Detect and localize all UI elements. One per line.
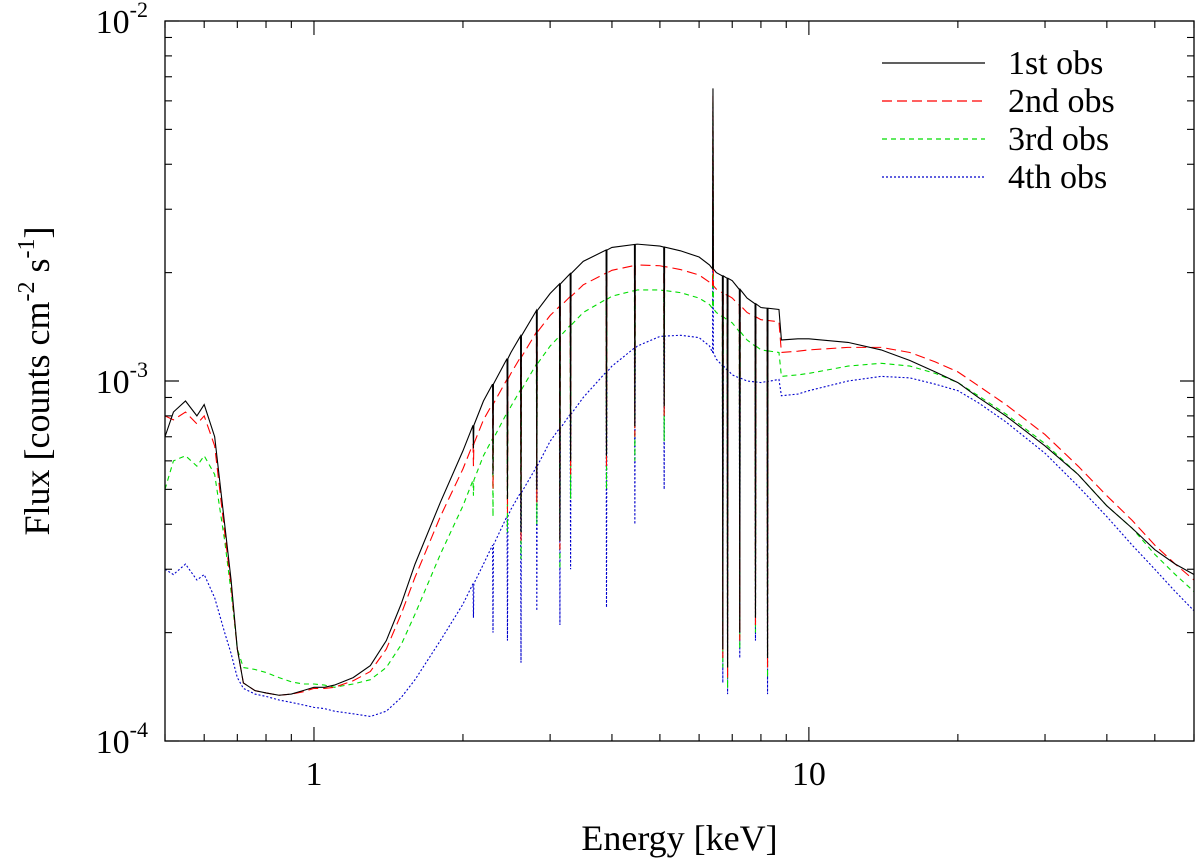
series-line-1 bbox=[164, 88, 1195, 696]
x-axis-label: Energy [keV] bbox=[581, 818, 777, 858]
y-axis-label: Flux [counts cm-2 s-1] bbox=[14, 227, 57, 536]
y-tick-label: 10-2 bbox=[96, 0, 148, 41]
label-layer: 1 10 10-4 10-3 10-2 Energy [keV] Flux [counts … bbox=[14, 0, 826, 858]
x-tick-label: 1 bbox=[305, 756, 322, 793]
x-tick-label: 10 bbox=[792, 756, 826, 793]
data-layer bbox=[164, 88, 1195, 718]
series-line-4 bbox=[164, 106, 1195, 718]
y-tick-label: 10-4 bbox=[96, 717, 148, 761]
legend-label-3: 3rd obs bbox=[1008, 121, 1109, 158]
y-tick-label: 10-3 bbox=[96, 357, 148, 401]
legend-label-2: 2nd obs bbox=[1008, 83, 1115, 120]
tick-layer bbox=[164, 20, 1195, 742]
legend-label-1: 1st obs bbox=[1008, 45, 1103, 82]
legend-label-4: 4th obs bbox=[1008, 159, 1107, 196]
